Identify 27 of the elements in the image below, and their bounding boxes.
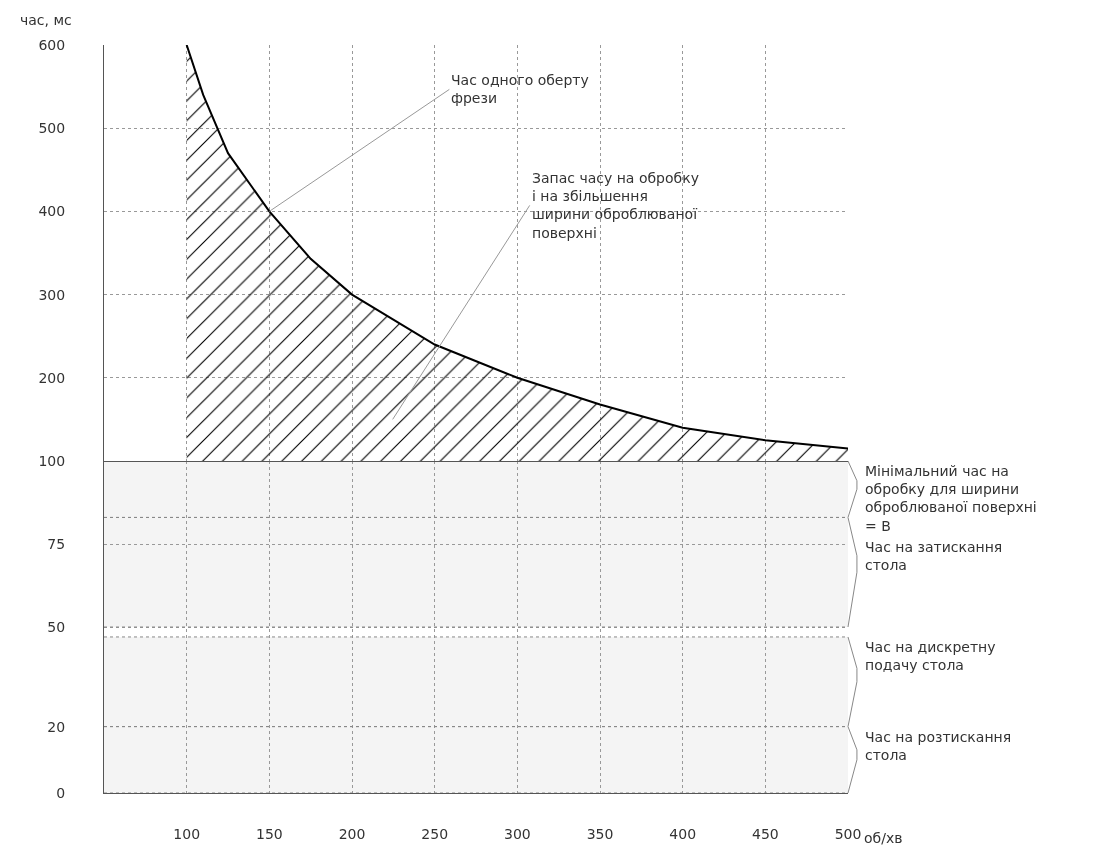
band-label: Час на розтискання стола [865, 729, 1012, 764]
y-tick-label: 50 [47, 618, 66, 635]
annotation: Час одного оберту фрези [451, 72, 589, 107]
y-tick-label: 75 [47, 535, 66, 552]
x-tick-label: 200 [338, 825, 366, 842]
y-axis-title: час, мс [20, 12, 72, 28]
x-tick-label: 100 [173, 825, 201, 842]
y-tick-label: 100 [38, 452, 66, 469]
x-tick-label: 450 [751, 825, 779, 842]
x-tick-label: 250 [421, 825, 449, 842]
band-label: Час на дискретну подачу стола [865, 639, 996, 674]
y-tick-label: 20 [47, 718, 66, 735]
y-tick-label: 300 [38, 286, 66, 303]
y-tick-label: 600 [38, 36, 66, 53]
y-tick-label: 500 [38, 120, 66, 137]
band-label: Час на затискання стола [865, 539, 1003, 574]
x-tick-label: 500 [834, 825, 862, 842]
y-tick-label: 400 [38, 203, 66, 220]
x-tick-label: 400 [669, 825, 697, 842]
x-tick-label: 150 [255, 825, 283, 842]
y-tick-label: 0 [56, 784, 66, 801]
x-tick-label: 300 [503, 825, 531, 842]
band-label: Мінімальний час на обробку для ширини оброблюваної поверхні = B [865, 463, 1037, 534]
annotation: Запас часу на обробку і на збільшення ширини оброблюваної поверхні [532, 170, 699, 241]
y-tick-label: 200 [38, 369, 66, 386]
x-tick-label: 350 [586, 825, 614, 842]
x-axis-title: об/хв [864, 830, 903, 845]
